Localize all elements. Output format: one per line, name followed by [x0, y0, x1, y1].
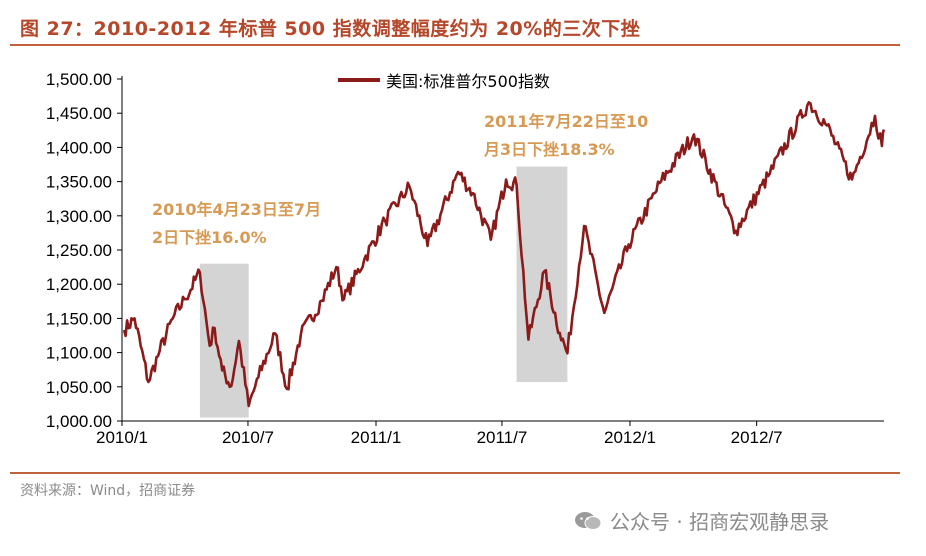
x-tick-label: 2011/1 — [351, 428, 402, 447]
series-line-sp500 — [122, 101, 886, 408]
y-tick-label: 1,300.00 — [46, 207, 112, 226]
legend-label: 美国:标准普尔500指数 — [386, 72, 550, 91]
x-tick-label: 2011/7 — [477, 428, 528, 447]
shaded-period-1 — [199, 263, 249, 418]
x-tick-label: 2010/7 — [222, 428, 274, 447]
y-tick-label: 1,350.00 — [46, 173, 112, 192]
y-tick-label: 1,200.00 — [46, 275, 112, 294]
annotation-2011: 2011年7月22日至10 月3日下挫18.3% — [484, 108, 648, 164]
annotation-2011-line1: 2011年7月22日至10 — [484, 112, 649, 131]
line-chart: 1,000.00 1,050.00 1,100.00 1,150.00 1,200.00… — [46, 70, 886, 447]
annotation-2011-line2: 月3日下挫18.3% — [484, 140, 615, 159]
y-tick-label: 1,050.00 — [46, 378, 112, 397]
x-tick-label: 2012/1 — [604, 428, 656, 447]
annotation-2010-line2: 2日下挫16.0% — [152, 228, 267, 247]
footer-divider — [10, 472, 900, 474]
title-divider — [10, 44, 900, 46]
x-tick-label: 2010/1 — [96, 428, 148, 447]
chart-series — [122, 101, 886, 408]
y-tick-label: 1,000.00 — [46, 412, 112, 431]
x-tick-label: 2012/7 — [731, 428, 783, 447]
wechat-icon — [575, 511, 602, 530]
watermark-text: 公众号 · 招商宏观静思录 — [610, 510, 830, 534]
source-note: 资料来源：Wind，招商证券 — [20, 483, 196, 499]
chart-legend: 美国:标准普尔500指数 — [338, 68, 550, 92]
legend-swatch — [338, 78, 380, 82]
figure-title: 图 27：2010-2012 年标普 500 指数调整幅度约为 20%的三次下挫 — [20, 18, 641, 40]
annotation-2010-line1: 2010年4月23日至7月 — [152, 200, 322, 219]
y-tick-label: 1,450.00 — [46, 104, 112, 123]
y-tick-label: 1,250.00 — [46, 241, 112, 260]
watermark: 公众号 · 招商宏观静思录 — [574, 506, 829, 535]
y-tick-label: 1,500.00 — [46, 70, 112, 89]
y-tick-label: 1,100.00 — [46, 344, 112, 363]
chart-axes: 1,000.00 1,050.00 1,100.00 1,150.00 1,200.00… — [46, 70, 884, 447]
annotation-2010: 2010年4月23日至7月 2日下挫16.0% — [152, 196, 321, 252]
y-tick-label: 1,400.00 — [46, 138, 112, 157]
y-tick-label: 1,150.00 — [46, 309, 112, 328]
